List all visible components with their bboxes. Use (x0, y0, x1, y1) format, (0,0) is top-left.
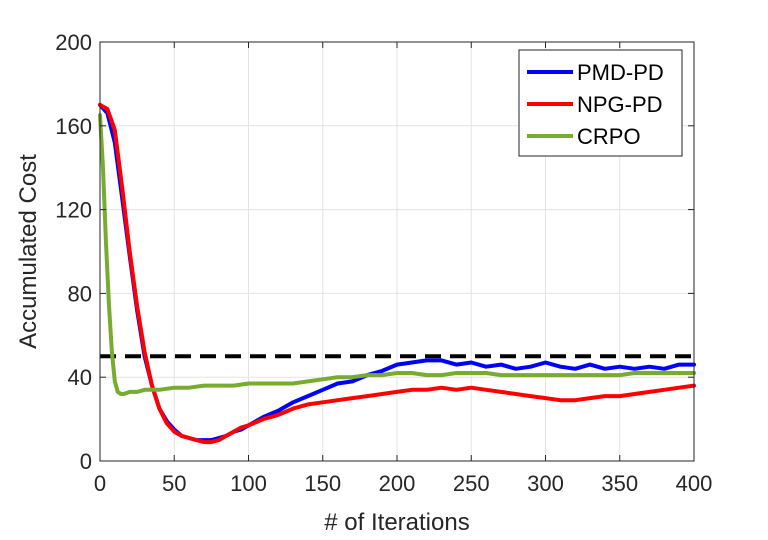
y-tick-label: 80 (68, 281, 92, 306)
x-tick-label: 250 (453, 471, 490, 496)
series-group (98, 102, 696, 445)
y-axis-label: Accumulated Cost (15, 154, 42, 349)
x-tick-label: 0 (94, 471, 106, 496)
legend-label: CRPO (577, 124, 641, 149)
y-tick-label: 160 (55, 114, 92, 139)
x-tick-label: 100 (230, 471, 267, 496)
legend-label: PMD-PD (577, 60, 664, 85)
x-tick-label: 350 (601, 471, 638, 496)
x-tick-label: 50 (162, 471, 186, 496)
legend-label: NPG-PD (577, 92, 663, 117)
ticks: 0 50 100 150 200 250 300 350 400 0 40 80 120 160 200 (55, 30, 712, 496)
y-tick-label: 40 (68, 365, 92, 390)
x-tick-label: 200 (379, 471, 416, 496)
y-tick-label: 120 (55, 198, 92, 223)
x-tick-label: 400 (676, 471, 713, 496)
y-tick-label: 0 (80, 449, 92, 474)
legend: PMD-PD NPG-PD CRPO (518, 49, 683, 157)
x-axis-label: # of Iterations (324, 509, 469, 536)
y-tick-label: 200 (55, 30, 92, 55)
x-tick-label: 300 (527, 471, 564, 496)
series-line-crpo (98, 113, 696, 396)
grid (99, 41, 695, 462)
x-tick-label: 150 (304, 471, 341, 496)
series-line-npg-pd (98, 102, 696, 445)
